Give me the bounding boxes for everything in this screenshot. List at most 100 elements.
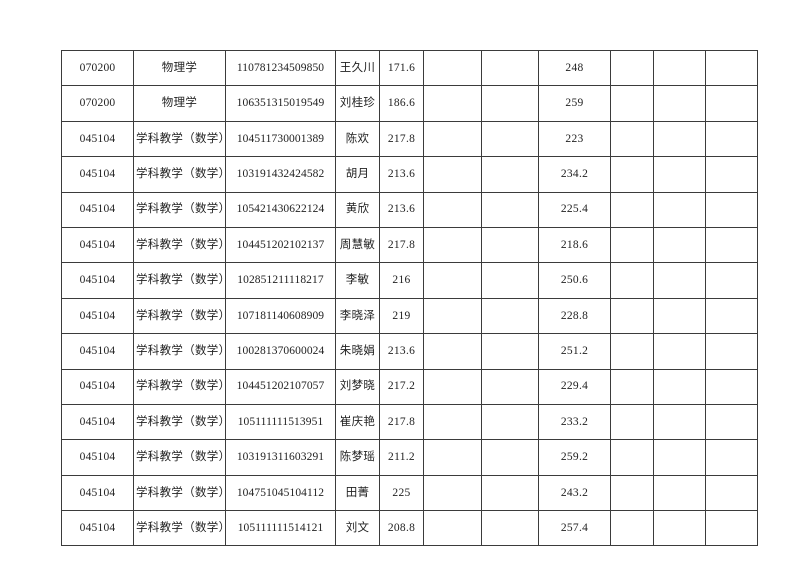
- cell-score: 208.8: [379, 510, 424, 547]
- table-row: 045104 学科教学（数学） 104451202107057 刘梦晓 217.2 229…: [61, 368, 758, 405]
- cell-blank-d: [653, 368, 706, 405]
- cell-major-name: 学科教学（数学）: [133, 226, 226, 264]
- cell-total: 251.2: [538, 333, 611, 370]
- cell-blank-b: [481, 49, 539, 87]
- cell-blank-b: [481, 368, 539, 405]
- cell-blank-c: [610, 439, 654, 476]
- cell-major-code: 045104: [61, 510, 134, 547]
- cell-blank-c: [610, 120, 654, 158]
- cell-blank-e: [705, 439, 758, 476]
- cell-blank-d: [653, 510, 706, 547]
- cell-blank-c: [610, 191, 654, 228]
- cell-score: 217.2: [379, 368, 424, 405]
- cell-blank-d: [653, 191, 706, 228]
- cell-score: 186.6: [379, 85, 424, 122]
- cell-major-name: 学科教学（数学）: [133, 333, 226, 370]
- cell-total: 243.2: [538, 474, 611, 512]
- cell-blank-e: [705, 474, 758, 512]
- cell-blank-d: [653, 403, 706, 441]
- cell-blank-c: [610, 333, 654, 370]
- cell-blank-a: [423, 262, 482, 299]
- cell-candidate-name: 王久川: [335, 49, 380, 87]
- cell-candidate-id: 107181140608909: [225, 297, 336, 335]
- cell-total: 259: [538, 85, 611, 122]
- cell-candidate-name: 李晓泽: [335, 297, 380, 335]
- cell-blank-c: [610, 403, 654, 441]
- cell-blank-c: [610, 49, 654, 87]
- cell-score: 217.8: [379, 120, 424, 158]
- cell-candidate-name: 朱晓娟: [335, 333, 380, 370]
- cell-candidate-name: 黄欣: [335, 191, 380, 228]
- cell-blank-d: [653, 226, 706, 264]
- cell-blank-e: [705, 85, 758, 122]
- table-row: 045104 学科教学（数学） 105421430622124 黄欣 213.6 225.…: [61, 191, 758, 228]
- cell-candidate-id: 104511730001389: [225, 120, 336, 158]
- cell-blank-b: [481, 226, 539, 264]
- cell-blank-a: [423, 333, 482, 370]
- cell-blank-e: [705, 403, 758, 441]
- cell-blank-d: [653, 156, 706, 193]
- cell-blank-d: [653, 49, 706, 87]
- cell-blank-b: [481, 297, 539, 335]
- cell-total: 228.8: [538, 297, 611, 335]
- cell-candidate-name: 胡月: [335, 156, 380, 193]
- cell-blank-c: [610, 368, 654, 405]
- cell-blank-b: [481, 262, 539, 299]
- cell-blank-c: [610, 85, 654, 122]
- cell-candidate-name: 崔庆艳: [335, 403, 380, 441]
- cell-major-name: 学科教学（数学）: [133, 474, 226, 512]
- cell-blank-e: [705, 297, 758, 335]
- cell-blank-a: [423, 49, 482, 87]
- table-row: 045104 学科教学（数学） 104751045104112 田菁 225 243.2: [61, 474, 758, 512]
- cell-blank-a: [423, 439, 482, 476]
- cell-blank-c: [610, 226, 654, 264]
- table-row: 045104 学科教学（数学） 100281370600024 朱晓娟 213.6 251…: [61, 333, 758, 370]
- table-row: 045104 学科教学（数学） 104511730001389 陈欢 217.8 223: [61, 120, 758, 158]
- cell-major-name: 学科教学（数学）: [133, 297, 226, 335]
- cell-score: 171.6: [379, 49, 424, 87]
- cell-candidate-id: 104451202102137: [225, 226, 336, 264]
- cell-total: 223: [538, 120, 611, 158]
- cell-candidate-id: 105111111514121: [225, 510, 336, 547]
- cell-blank-d: [653, 474, 706, 512]
- cell-blank-e: [705, 333, 758, 370]
- table-body: 070200 物理学 110781234509850 王久川 171.6 248 07020…: [61, 49, 758, 547]
- cell-blank-e: [705, 226, 758, 264]
- cell-major-code: 070200: [61, 85, 134, 122]
- cell-total: 259.2: [538, 439, 611, 476]
- cell-major-name: 学科教学（数学）: [133, 120, 226, 158]
- table-row: 045104 学科教学（数学） 104451202102137 周慧敏 217.8 218…: [61, 226, 758, 264]
- cell-score: 213.6: [379, 156, 424, 193]
- cell-major-code: 070200: [61, 49, 134, 87]
- cell-major-name: 学科教学（数学）: [133, 403, 226, 441]
- cell-blank-a: [423, 403, 482, 441]
- cell-major-name: 学科教学（数学）: [133, 368, 226, 405]
- cell-total: 229.4: [538, 368, 611, 405]
- cell-blank-c: [610, 156, 654, 193]
- table-row: 045104 学科教学（数学） 105111111513951 崔庆艳 217.8 233…: [61, 403, 758, 441]
- table-row: 045104 学科教学（数学） 103191311603291 陈梦瑶 211.2 259…: [61, 439, 758, 476]
- cell-major-name: 学科教学（数学）: [133, 262, 226, 299]
- cell-total: 225.4: [538, 191, 611, 228]
- table-row: 045104 学科教学（数学） 107181140608909 李晓泽 219 228.8: [61, 297, 758, 335]
- cell-candidate-id: 103191311603291: [225, 439, 336, 476]
- cell-major-code: 045104: [61, 368, 134, 405]
- cell-blank-d: [653, 439, 706, 476]
- cell-blank-d: [653, 120, 706, 158]
- cell-blank-b: [481, 156, 539, 193]
- cell-blank-b: [481, 474, 539, 512]
- cell-candidate-name: 田菁: [335, 474, 380, 512]
- cell-blank-b: [481, 85, 539, 122]
- cell-blank-d: [653, 333, 706, 370]
- table-row: 045104 学科教学（数学） 105111111514121 刘文 208.8 257.…: [61, 510, 758, 547]
- cell-candidate-name: 李敏: [335, 262, 380, 299]
- cell-score: 217.8: [379, 226, 424, 264]
- cell-major-code: 045104: [61, 474, 134, 512]
- cell-total: 218.6: [538, 226, 611, 264]
- cell-blank-a: [423, 191, 482, 228]
- cell-candidate-id: 103191432424582: [225, 156, 336, 193]
- cell-blank-a: [423, 85, 482, 122]
- table-row: 045104 学科教学（数学） 103191432424582 胡月 213.6 234.…: [61, 156, 758, 193]
- cell-blank-d: [653, 85, 706, 122]
- cell-candidate-name: 陈梦瑶: [335, 439, 380, 476]
